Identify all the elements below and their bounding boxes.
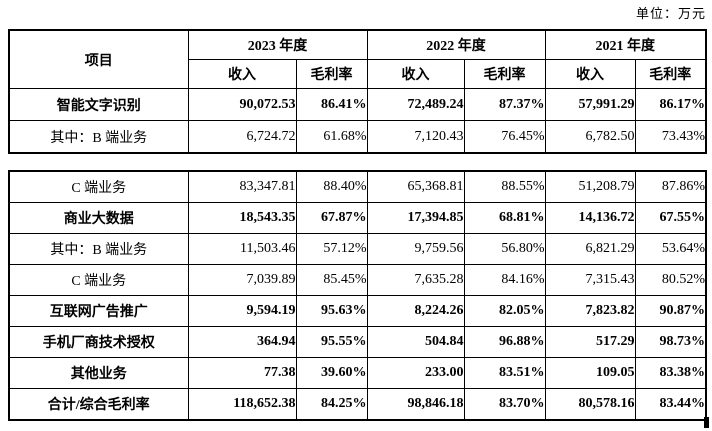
revenue-value: 57,991.29 — [544, 88, 636, 121]
header-item: 项目 — [8, 29, 189, 89]
revenue-value: 517.29 — [544, 326, 636, 358]
table-row: 合计/综合毛利率 118,652.38 84.25% 98,846.18 83.70% 8… — [8, 388, 707, 421]
row-label: C 端业务 — [8, 264, 189, 296]
revenue-value: 83,347.81 — [187, 170, 297, 203]
margin-value: 95.55% — [295, 326, 368, 358]
margin-value: 96.88% — [463, 326, 546, 358]
row-label: 手机厂商技术授权 — [8, 326, 189, 358]
margin-value: 87.37% — [463, 88, 546, 121]
margin-value: 83.51% — [463, 357, 546, 389]
revenue-value: 7,823.82 — [544, 295, 636, 327]
revenue-value: 9,594.19 — [187, 295, 297, 327]
revenue-value: 14,136.72 — [544, 202, 636, 234]
header-revenue-2021: 收入 — [544, 59, 636, 89]
revenue-value: 9,759.56 — [366, 233, 465, 265]
revenue-value: 51,208.79 — [544, 170, 636, 203]
revenue-value: 6,782.50 — [544, 120, 636, 154]
margin-value: 73.43% — [634, 120, 707, 154]
margin-value: 80.52% — [634, 264, 707, 296]
revenue-value: 80,578.16 — [544, 388, 636, 421]
table-row: 其他业务 77.38 39.60% 233.00 83.51% 109.05 83.38% — [8, 357, 707, 389]
revenue-value: 233.00 — [366, 357, 465, 389]
table-body-lower: C 端业务 83,347.81 88.40% 65,368.81 88.55% 51,20… — [8, 170, 707, 421]
revenue-value: 72,489.24 — [366, 88, 465, 121]
table-row: 手机厂商技术授权 364.94 95.55% 504.84 96.88% 517.29 98… — [8, 326, 707, 358]
margin-value: 83.44% — [634, 388, 707, 421]
header-margin-2021: 毛利率 — [634, 59, 707, 89]
margin-value: 67.55% — [634, 202, 707, 234]
revenue-value: 109.05 — [544, 357, 636, 389]
margin-value: 84.16% — [463, 264, 546, 296]
row-label: 其中：B 端业务 — [8, 120, 189, 154]
revenue-value: 7,120.43 — [366, 120, 465, 154]
margin-value: 68.81% — [463, 202, 546, 234]
margin-value: 61.68% — [295, 120, 368, 154]
table-row: C 端业务 7,039.89 85.45% 7,635.28 84.16% 7,315.4… — [8, 264, 707, 296]
margin-value: 84.25% — [295, 388, 368, 421]
margin-value: 39.60% — [295, 357, 368, 389]
revenue-value: 8,224.26 — [366, 295, 465, 327]
margin-value: 83.38% — [634, 357, 707, 389]
margin-value: 83.70% — [463, 388, 546, 421]
revenue-value: 7,635.28 — [366, 264, 465, 296]
header-revenue-2023: 收入 — [187, 59, 297, 89]
revenue-value: 65,368.81 — [366, 170, 465, 203]
header-year-2021: 2021 年度 — [544, 29, 707, 60]
table-row: 互联网广告推广 9,594.19 95.63% 8,224.26 82.05% 7,823… — [8, 295, 707, 327]
margin-value: 88.40% — [295, 170, 368, 203]
table-header: 项目 2023 年度 2022 年度 2021 年度 收入 毛利率 收入 毛利率… — [8, 29, 707, 89]
margin-value: 86.41% — [295, 88, 368, 121]
revenue-value: 118,652.38 — [187, 388, 297, 421]
header-year-2022: 2022 年度 — [366, 29, 546, 60]
table-row: 其中：B 端业务 6,724.72 61.68% 7,120.43 76.45% 6,78… — [8, 120, 707, 154]
margin-value: 57.12% — [295, 233, 368, 265]
revenue-value: 77.38 — [187, 357, 297, 389]
table-row: 商业大数据 18,543.35 67.87% 17,394.85 68.81% 14,13… — [8, 202, 707, 234]
row-label: 其中：B 端业务 — [8, 233, 189, 265]
unit-label: 单位：万元 — [635, 6, 706, 21]
revenue-value: 504.84 — [366, 326, 465, 358]
margin-value: 67.87% — [295, 202, 368, 234]
margin-value: 87.86% — [634, 170, 707, 203]
margin-value: 56.80% — [463, 233, 546, 265]
margin-value: 86.17% — [634, 88, 707, 121]
revenue-value: 18,543.35 — [187, 202, 297, 234]
financial-table-lower: C 端业务 83,347.81 88.40% 65,368.81 88.55% 51,20… — [8, 170, 707, 421]
margin-value: 76.45% — [463, 120, 546, 154]
header-margin-2023: 毛利率 — [295, 59, 368, 89]
margin-value: 95.63% — [295, 295, 368, 327]
revenue-value: 98,846.18 — [366, 388, 465, 421]
margin-value: 88.55% — [463, 170, 546, 203]
row-label: C 端业务 — [8, 170, 189, 203]
revenue-value: 90,072.53 — [187, 88, 297, 121]
row-label: 智能文字识别 — [8, 88, 189, 121]
header-margin-2022: 毛利率 — [463, 59, 546, 89]
margin-value: 53.64% — [634, 233, 707, 265]
row-label: 合计/综合毛利率 — [8, 388, 189, 421]
row-label: 商业大数据 — [8, 202, 189, 234]
revenue-value: 7,039.89 — [187, 264, 297, 296]
financial-table-upper: 项目 2023 年度 2022 年度 2021 年度 收入 毛利率 收入 毛利率… — [8, 29, 707, 154]
table-row: 其中：B 端业务 11,503.46 57.12% 9,759.56 56.80% 6,8… — [8, 233, 707, 265]
margin-value: 82.05% — [463, 295, 546, 327]
table-body-upper: 智能文字识别 90,072.53 86.41% 72,489.24 87.37% 57,9… — [8, 88, 707, 154]
header-revenue-2022: 收入 — [366, 59, 465, 89]
header-year-2023: 2023 年度 — [187, 29, 368, 60]
margin-value: 85.45% — [295, 264, 368, 296]
stray-mark — [704, 417, 709, 428]
revenue-value: 6,724.72 — [187, 120, 297, 154]
revenue-value: 17,394.85 — [366, 202, 465, 234]
revenue-value: 7,315.43 — [544, 264, 636, 296]
margin-value: 98.73% — [634, 326, 707, 358]
table-row: C 端业务 83,347.81 88.40% 65,368.81 88.55% 51,20… — [8, 170, 707, 203]
revenue-value: 6,821.29 — [544, 233, 636, 265]
revenue-value: 11,503.46 — [187, 233, 297, 265]
revenue-value: 364.94 — [187, 326, 297, 358]
row-label: 其他业务 — [8, 357, 189, 389]
table-row: 智能文字识别 90,072.53 86.41% 72,489.24 87.37% 57,9… — [8, 88, 707, 121]
row-label: 互联网广告推广 — [8, 295, 189, 327]
margin-value: 90.87% — [634, 295, 707, 327]
